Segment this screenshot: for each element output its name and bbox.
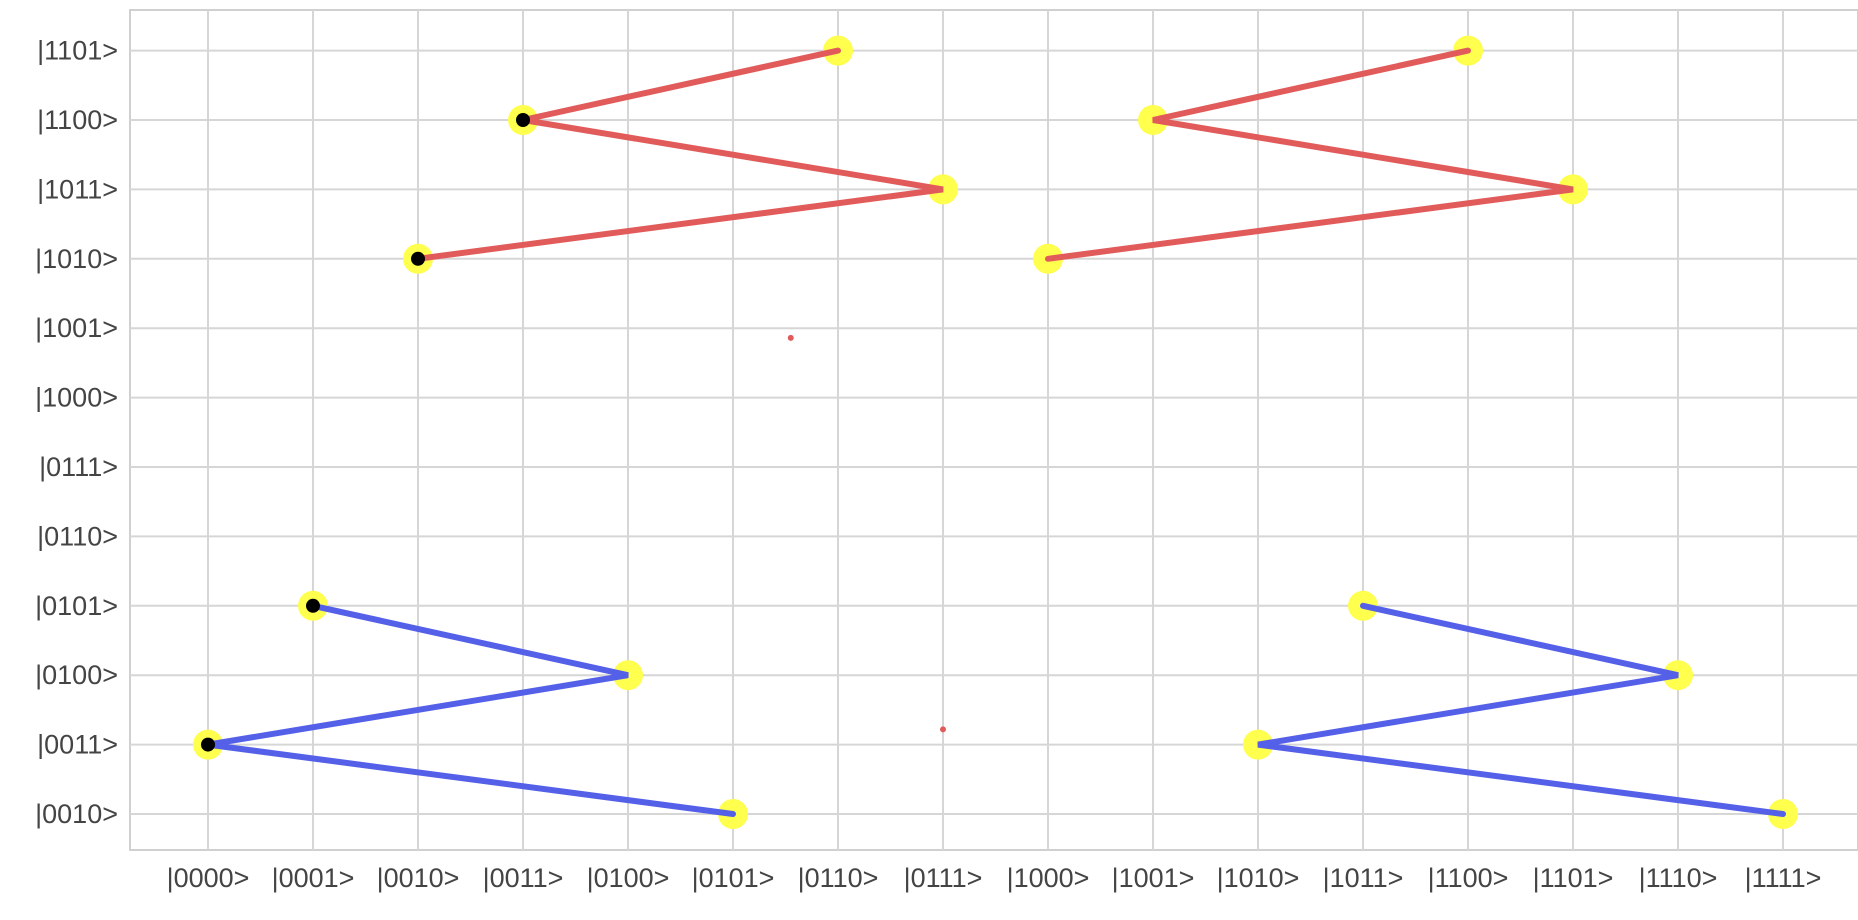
x-tick-label: |0100>: [587, 863, 670, 893]
plot-frame: [129, 9, 1858, 851]
x-tick-label: |0101>: [692, 863, 775, 893]
x-tick-label: |0110>: [798, 863, 879, 893]
state-paths: [207, 47, 1786, 817]
x-tick-label: |0011>: [483, 863, 564, 893]
y-tick-label: |0111>: [39, 452, 118, 482]
y-tick-label: |1101>: [37, 36, 118, 66]
x-tick-label: |0111>: [904, 863, 983, 893]
y-tick-labels: |0010> |0011> |0100> |0101> |0110> |0111> |100…: [35, 36, 118, 829]
stray-dots: [787, 334, 946, 733]
path-line: [1257, 602, 1786, 817]
y-tick-label: |1001>: [35, 313, 118, 343]
x-tick-label: |1011>: [1323, 863, 1404, 893]
x-tick-labels: |0000> |0001> |0010> |0011> |0100> |0101> |011…: [167, 863, 1822, 893]
y-tick-label: |0100>: [35, 660, 118, 690]
x-tick-label: |0010>: [377, 863, 460, 893]
y-tick-label: |0011>: [37, 730, 118, 760]
x-tick-label: |1110>: [1639, 863, 1718, 893]
stray-dot: [940, 726, 946, 733]
x-tick-label: |1101>: [1533, 863, 1614, 893]
vertical-grid-lines: [207, 10, 1784, 850]
x-tick-label: |0000>: [167, 863, 250, 893]
black-markers: [201, 113, 530, 752]
x-tick-label: |0001>: [272, 863, 355, 893]
y-tick-label: |1011>: [37, 174, 118, 204]
black-marker: [516, 113, 530, 127]
path-line: [1045, 47, 1574, 262]
horizontal-grid-lines: [130, 49, 1858, 815]
stray-dot: [787, 334, 794, 341]
y-tick-label: |0110>: [37, 521, 118, 551]
path-line: [207, 602, 736, 817]
black-marker: [306, 598, 320, 613]
x-tick-label: |1010>: [1217, 863, 1300, 893]
y-tick-label: |1100>: [37, 105, 118, 135]
y-tick-label: |0010>: [35, 799, 118, 829]
x-tick-label: |1111>: [1745, 863, 1822, 893]
x-tick-label: |1001>: [1112, 863, 1195, 893]
black-marker: [201, 737, 215, 752]
x-tick-label: |1000>: [1007, 863, 1090, 893]
y-tick-label: |1000>: [35, 383, 118, 413]
black-marker: [411, 251, 425, 266]
path-line: [415, 47, 944, 262]
x-tick-label: |1100>: [1428, 863, 1509, 893]
y-tick-label: |1010>: [35, 244, 118, 274]
y-tick-label: |0101>: [35, 591, 118, 621]
